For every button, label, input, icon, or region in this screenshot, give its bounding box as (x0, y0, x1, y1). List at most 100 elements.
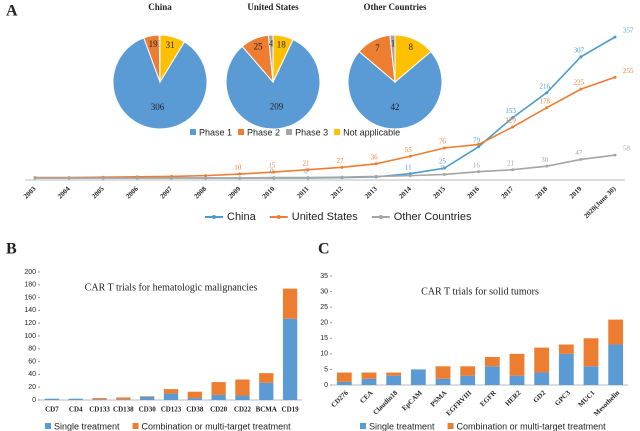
x-tick-label: PSMA (429, 389, 449, 409)
point (306, 176, 310, 180)
value-label: 25 (439, 158, 447, 166)
pie-label: 1 (391, 39, 396, 49)
pie-label: 42 (391, 102, 400, 112)
point (511, 168, 515, 172)
x-tick-label: 2011 (295, 185, 311, 201)
legend-swatch (45, 423, 51, 429)
bar (460, 375, 476, 385)
x-tick-label: 2006 (124, 185, 140, 201)
bar (608, 319, 624, 345)
y-tick-label: 30 (320, 288, 328, 295)
point (169, 176, 173, 180)
x-tick-label: MUC1 (577, 389, 597, 409)
bar (235, 395, 250, 400)
point (477, 170, 481, 174)
point (613, 75, 617, 79)
y-tick-label: 200 (24, 269, 36, 276)
panel-label: B (6, 241, 17, 258)
bar (336, 381, 352, 385)
value-label: 11 (405, 163, 412, 171)
x-tick-label: CD123 (161, 406, 182, 414)
x-tick-label: EGFRVIII (445, 389, 474, 418)
bar (140, 396, 155, 400)
panel-label: C (318, 241, 330, 258)
value-label: 357 (623, 27, 634, 35)
x-tick-label: 2003 (22, 185, 38, 201)
value-label: 9 (441, 164, 445, 172)
x-tick-label: GD2 (532, 389, 548, 405)
bar (386, 372, 402, 376)
y-tick-label: 0 (32, 397, 36, 404)
y-tick-label: 0 (324, 382, 328, 389)
legend-label: Phase 2 (247, 127, 280, 137)
point (408, 174, 412, 178)
point (579, 87, 583, 91)
point (511, 116, 515, 120)
point (511, 125, 515, 129)
y-tick-label: 35 (320, 273, 328, 280)
bar (187, 398, 202, 400)
point (238, 172, 242, 176)
x-tick-label: 2013 (363, 185, 379, 201)
x-tick-label: 2012 (329, 185, 345, 201)
y-tick-label: 20 (320, 320, 328, 327)
pie-slice (112, 37, 208, 130)
legend-swatch (360, 423, 366, 429)
x-tick-label: 2015 (431, 185, 447, 201)
value-label: 79 (473, 136, 481, 144)
value-label: 36 (371, 153, 379, 161)
legend-label: Single treatment (54, 421, 120, 431)
y-tick-label: 80 (28, 346, 36, 353)
bar (282, 288, 298, 319)
value-label: 21 (302, 159, 310, 167)
bar (163, 389, 179, 394)
y-tick-label: 20 (28, 384, 36, 391)
point (545, 164, 549, 168)
line (35, 154, 616, 179)
legend-swatch (334, 129, 341, 135)
pie-label: 209 (270, 102, 284, 112)
x-tick-label: HER2 (504, 389, 523, 408)
legend-label: United States (292, 211, 359, 223)
legend-swatch (286, 129, 293, 135)
x-tick-label: CD19 (282, 406, 300, 414)
x-tick-label: 2016 (466, 185, 482, 201)
point (613, 35, 617, 39)
y-tick-label: 40 (28, 371, 36, 378)
value-label: 178 (540, 97, 551, 105)
bar (460, 366, 476, 376)
pie-title: United States (247, 2, 299, 12)
point (374, 174, 378, 178)
bar (361, 372, 377, 379)
value-label: 76 (439, 138, 447, 146)
legend-swatch (190, 129, 196, 135)
bar (534, 372, 550, 385)
legend-label: Combination or multi-target treatment (142, 421, 292, 431)
x-tick-label: GPC3 (553, 389, 572, 408)
legend-label: China (227, 211, 257, 223)
bar (68, 398, 83, 400)
legend-label: Other Countries (394, 211, 472, 223)
pie-label: 8 (409, 42, 414, 52)
point (33, 176, 37, 180)
pie-slice (272, 34, 294, 83)
legend-swatch (132, 423, 139, 429)
y-tick-label: 5 (324, 366, 328, 373)
value-label: 16 (473, 161, 481, 169)
point (477, 142, 481, 146)
point (579, 55, 583, 59)
bar (583, 338, 599, 367)
y-tick-label: 160 (24, 294, 36, 301)
value-label: 27 (337, 157, 345, 165)
pie-slice (225, 38, 321, 130)
pie-label: 306 (151, 102, 165, 112)
value-label: 30 (541, 156, 549, 164)
x-tick-label: CD20 (210, 406, 228, 414)
value-label: 15 (268, 162, 276, 170)
point (204, 174, 208, 178)
pie-slice (394, 34, 432, 84)
pie-label: 4 (269, 39, 274, 49)
legend-marker (378, 215, 383, 219)
bar (259, 382, 274, 400)
